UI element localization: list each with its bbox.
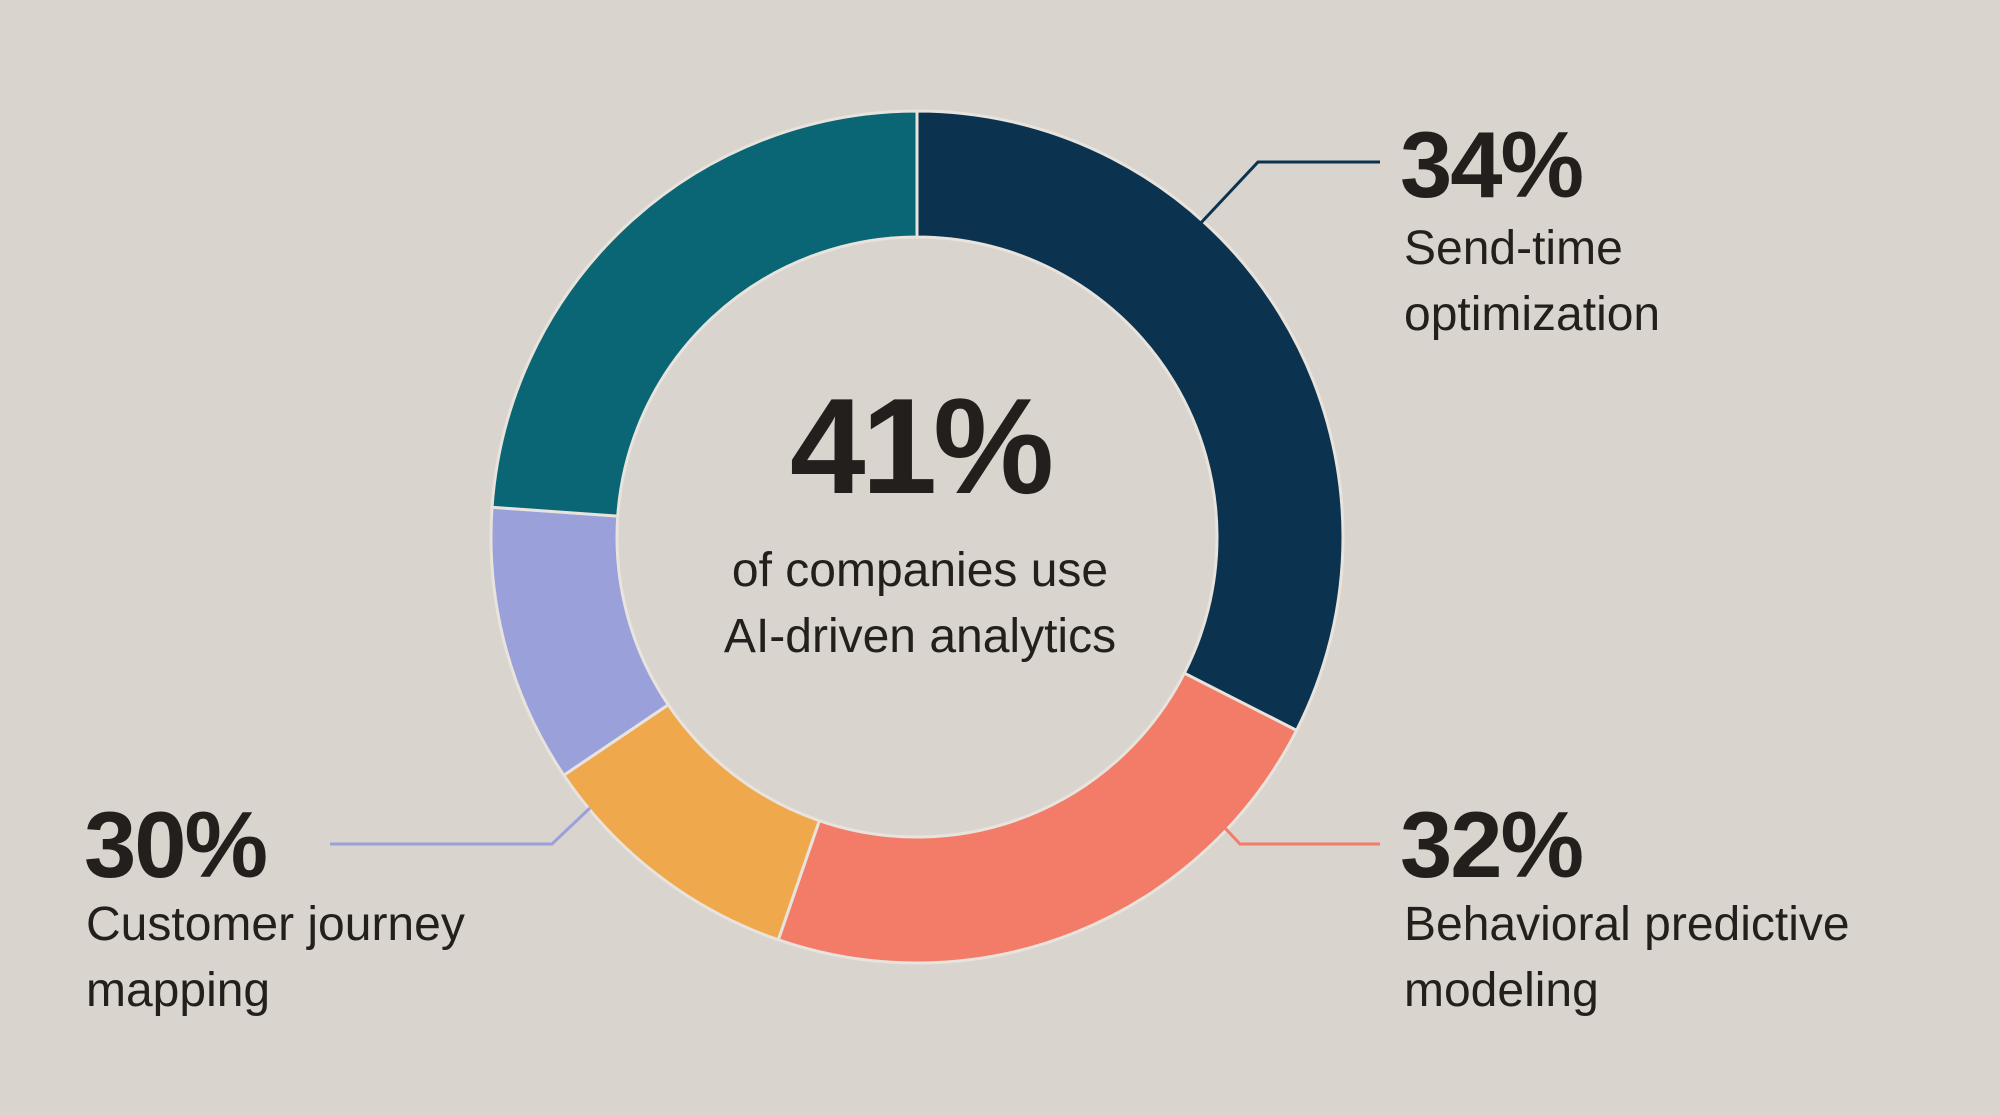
callout-label-send-time-line-2: optimization	[1404, 288, 1661, 341]
callout-label-behavioral-line-1: Behavioral predictive	[1404, 898, 1850, 951]
center-caption-line-1: of companies use	[731, 544, 1109, 597]
callout-value-customer-journey: 30%	[84, 792, 268, 897]
donut-segments	[489, 109, 1345, 965]
callout-label-customer-journey-line-2: mapping	[86, 964, 271, 1017]
center-caption-line-2: AI-driven analytics	[723, 610, 1117, 663]
leader-line-customer-journey	[330, 806, 592, 846]
center-caption: of companies use AI-driven analytics	[670, 538, 1170, 670]
leader-line-send-time	[1196, 160, 1380, 228]
callout-value-send-time: 34%	[1400, 112, 1584, 217]
donut-segment-4	[490, 109, 919, 518]
callout-label-behavioral: Behavioral predictive modeling	[1404, 892, 1964, 1024]
callout-label-send-time: Send-time optimization	[1404, 216, 1964, 348]
callout-value-behavioral: 32%	[1400, 792, 1584, 897]
leader-line-behavioral	[1223, 826, 1380, 846]
callout-label-customer-journey-line-1: Customer journey	[86, 898, 465, 951]
center-value: 41%	[789, 370, 1054, 522]
donut-segment-0	[915, 109, 1345, 733]
callout-label-customer-journey: Customer journey mapping	[86, 892, 646, 1024]
donut-segment-1	[776, 671, 1299, 965]
callout-label-behavioral-line-2: modeling	[1404, 964, 1599, 1017]
callout-label-send-time-line-1: Send-time	[1404, 222, 1623, 275]
